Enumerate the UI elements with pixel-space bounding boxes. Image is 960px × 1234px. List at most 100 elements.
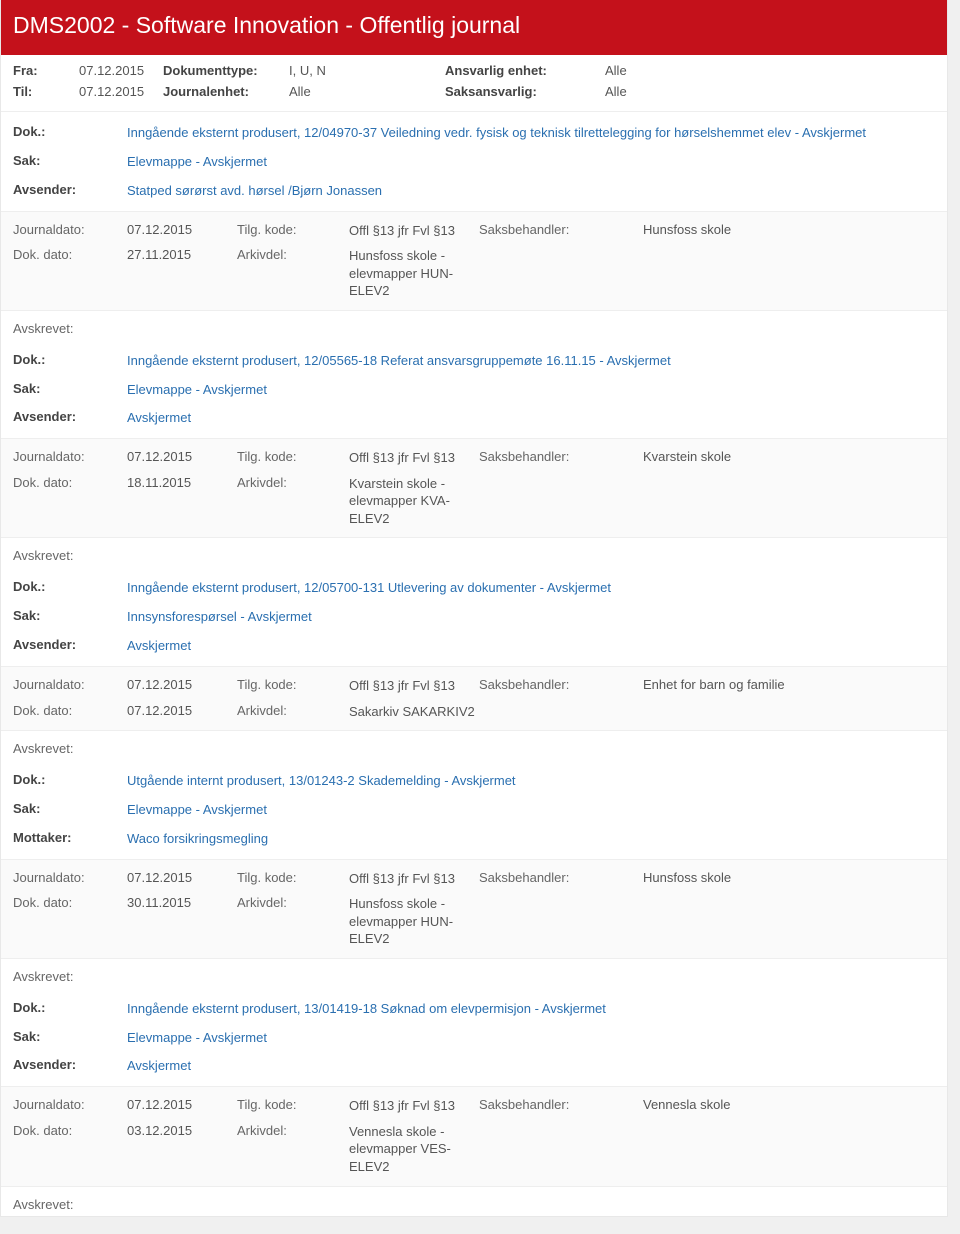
party-row: Avsender: Avskjermet [13,1057,935,1076]
party-text: Avskjermet [127,637,191,656]
arkivdel-value: Hunsfoss skole - elevmapper HUN-ELEV2 [349,247,479,300]
dok-text: Inngående eksternt produsert, 12/05565-1… [127,352,671,371]
entry-details: Journaldato: 07.12.2015 Tilg. kode: Offl… [1,211,947,311]
details-row-1: Journaldato: 07.12.2015 Tilg. kode: Offl… [13,870,935,888]
avskrevet-label: Avskrevet: [1,959,947,988]
dok-row: Dok.: Inngående eksternt produsert, 12/0… [13,352,935,371]
sak-text: Elevmappe - Avskjermet [127,381,267,400]
dok-text: Utgående internt produsert, 13/01243-2 S… [127,772,516,791]
sak-row: Sak: Innsynsforespørsel - Avskjermet [13,608,935,627]
details-row-2: Dok. dato: 07.12.2015 Arkivdel: Sakarkiv… [13,703,935,721]
journaldato-value: 07.12.2015 [127,677,237,692]
avskrevet-label: Avskrevet: [1,731,947,760]
sak-text: Elevmappe - Avskjermet [127,1029,267,1048]
party-text: Waco forsikringsmegling [127,830,268,849]
entry-body: Dok.: Inngående eksternt produsert, 12/0… [1,567,947,656]
party-text: Avskjermet [127,409,191,428]
details-row-1: Journaldato: 07.12.2015 Tilg. kode: Offl… [13,1097,935,1115]
entry-body: Dok.: Inngående eksternt produsert, 13/0… [1,988,947,1077]
arkivdel-label: Arkivdel: [237,1123,349,1138]
details-row-2: Dok. dato: 27.11.2015 Arkivdel: Hunsfoss… [13,247,935,300]
doktype-value: I, U, N [289,63,445,78]
ansvarlig-value: Alle [605,63,627,78]
party-row: Mottaker: Waco forsikringsmegling [13,830,935,849]
entry-body: Dok.: Inngående eksternt produsert, 12/0… [1,112,947,201]
til-label: Til: [13,84,79,99]
arkivdel-label: Arkivdel: [237,247,349,262]
entry-details: Journaldato: 07.12.2015 Tilg. kode: Offl… [1,1086,947,1186]
journaldato-value: 07.12.2015 [127,449,237,464]
avskrevet-label: Avskrevet: [1,1187,947,1216]
party-label: Avsender: [13,1057,127,1072]
avskrevet-label: Avskrevet: [1,311,947,340]
dok-text: Inngående eksternt produsert, 12/04970-3… [127,124,866,143]
sak-text: Innsynsforespørsel - Avskjermet [127,608,312,627]
journaldato-value: 07.12.2015 [127,222,237,237]
party-text: Statped sørørst avd. hørsel /Bjørn Jonas… [127,182,382,201]
tilgkode-value: Offl §13 jfr Fvl §13 [349,1097,479,1115]
arkivdel-label: Arkivdel: [237,895,349,910]
dokdato-label: Dok. dato: [13,703,127,718]
dokdato-label: Dok. dato: [13,1123,127,1138]
dokdato-value: 27.11.2015 [127,247,237,262]
dok-row: Dok.: Utgående internt produsert, 13/012… [13,772,935,791]
dok-label: Dok.: [13,352,127,367]
dok-label: Dok.: [13,579,127,594]
arkivdel-value: Vennesla skole - elevmapper VES-ELEV2 [349,1123,479,1176]
journaldato-label: Journaldato: [13,222,127,237]
journaldato-label: Journaldato: [13,449,127,464]
entry-details: Journaldato: 07.12.2015 Tilg. kode: Offl… [1,438,947,538]
sak-row: Sak: Elevmappe - Avskjermet [13,381,935,400]
details-row-2: Dok. dato: 30.11.2015 Arkivdel: Hunsfoss… [13,895,935,948]
til-value: 07.12.2015 [79,84,163,99]
party-text: Avskjermet [127,1057,191,1076]
dokdato-label: Dok. dato: [13,475,127,490]
tilgkode-value: Offl §13 jfr Fvl §13 [349,677,479,695]
sak-label: Sak: [13,153,127,168]
dokdato-value: 07.12.2015 [127,703,237,718]
sak-label: Sak: [13,381,127,396]
saksbehandler-label: Saksbehandler: [479,677,643,692]
tilgkode-label: Tilg. kode: [237,449,349,464]
dok-label: Dok.: [13,772,127,787]
details-row-1: Journaldato: 07.12.2015 Tilg. kode: Offl… [13,222,935,240]
dok-label: Dok.: [13,124,127,139]
dokdato-value: 03.12.2015 [127,1123,237,1138]
details-row-2: Dok. dato: 18.11.2015 Arkivdel: Kvarstei… [13,475,935,528]
page-title: DMS2002 - Software Innovation - Offentli… [13,12,520,38]
arkivdel-value: Sakarkiv SAKARKIV2 [349,703,479,721]
entry-body: Dok.: Utgående internt produsert, 13/012… [1,760,947,849]
dok-label: Dok.: [13,1000,127,1015]
tilgkode-label: Tilg. kode: [237,1097,349,1112]
saksansvarlig-label: Saksansvarlig: [445,84,605,99]
journaldato-label: Journaldato: [13,870,127,885]
dokdato-label: Dok. dato: [13,895,127,910]
fra-label: Fra: [13,63,79,78]
entry-details: Journaldato: 07.12.2015 Tilg. kode: Offl… [1,859,947,959]
details-row-1: Journaldato: 07.12.2015 Tilg. kode: Offl… [13,677,935,695]
filter-row-1: Fra: 07.12.2015 Dokumenttype: I, U, N An… [13,63,935,78]
dok-row: Dok.: Inngående eksternt produsert, 12/0… [13,124,935,143]
entry-details: Journaldato: 07.12.2015 Tilg. kode: Offl… [1,666,947,731]
party-label: Avsender: [13,637,127,652]
journalenhet-value: Alle [289,84,445,99]
journal-entry: Dok.: Inngående eksternt produsert, 12/0… [1,567,947,760]
party-row: Avsender: Statped sørørst avd. hørsel /B… [13,182,935,201]
journal-page: DMS2002 - Software Innovation - Offentli… [0,0,948,1217]
tilgkode-value: Offl §13 jfr Fvl §13 [349,449,479,467]
ansvarlig-label: Ansvarlig enhet: [445,63,605,78]
dok-row: Dok.: Inngående eksternt produsert, 12/0… [13,579,935,598]
saksbehandler-label: Saksbehandler: [479,870,643,885]
sak-row: Sak: Elevmappe - Avskjermet [13,153,935,172]
tilgkode-label: Tilg. kode: [237,677,349,692]
party-row: Avsender: Avskjermet [13,409,935,428]
arkivdel-value: Kvarstein skole - elevmapper KVA-ELEV2 [349,475,479,528]
party-label: Avsender: [13,409,127,424]
dok-text: Inngående eksternt produsert, 13/01419-1… [127,1000,606,1019]
sak-label: Sak: [13,608,127,623]
sak-row: Sak: Elevmappe - Avskjermet [13,1029,935,1048]
saksbehandler-value: Hunsfoss skole [643,222,731,237]
journal-entry: Dok.: Inngående eksternt produsert, 13/0… [1,988,947,1216]
party-label: Mottaker: [13,830,127,845]
sak-label: Sak: [13,801,127,816]
